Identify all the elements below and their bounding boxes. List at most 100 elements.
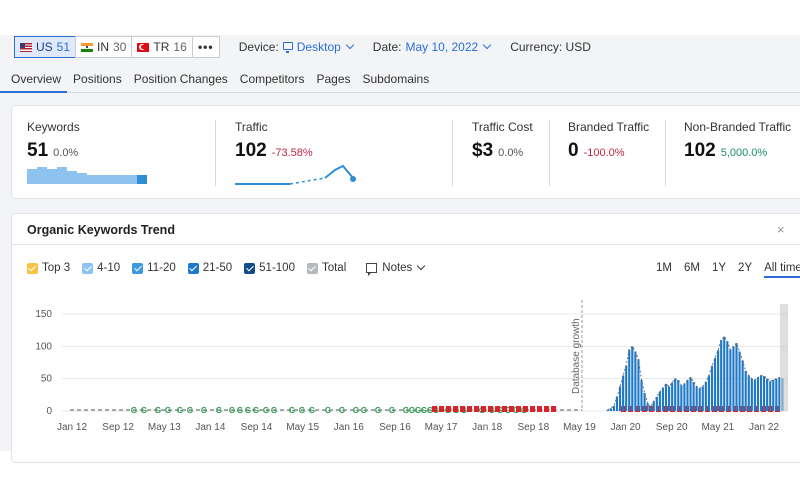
chart-bar <box>744 370 747 411</box>
chart-bar <box>778 377 781 411</box>
chart-bar <box>661 387 665 411</box>
chart-legend: Top 3 4-10 11-20 21-50 51-100 Total <box>27 261 426 276</box>
tab-positions[interactable]: Positions <box>73 72 122 86</box>
legend-top-3[interactable]: Top 3 <box>27 262 70 274</box>
device-selector[interactable]: Device: Desktop <box>239 40 355 54</box>
checkbox-icon <box>27 262 38 274</box>
database-tab-in[interactable]: IN 30 <box>75 36 133 58</box>
turkey-flag-icon <box>137 42 150 52</box>
tab-competitors[interactable]: Competitors <box>239 72 305 86</box>
traffic-sparkline <box>235 164 356 185</box>
update-marker <box>628 406 633 412</box>
sparkline-bar <box>127 174 137 184</box>
date-selector[interactable]: Date: May 10, 2022 <box>373 40 492 54</box>
chart-bar <box>631 346 634 411</box>
chart-bar <box>713 357 717 411</box>
legend-label: Total <box>321 262 347 274</box>
legend-4-10[interactable]: 4-10 <box>82 262 120 274</box>
update-marker <box>544 406 549 412</box>
chart-bar <box>655 396 658 411</box>
chart-bar <box>775 378 778 411</box>
india-flag-icon <box>81 42 94 52</box>
close-icon[interactable]: × <box>777 222 785 237</box>
range-1m[interactable]: 1M <box>656 262 672 274</box>
x-tick-label: Sep 16 <box>379 422 411 433</box>
update-marker <box>656 406 661 412</box>
x-tick-label: Jan 20 <box>611 422 641 433</box>
legend-21-50[interactable]: 21-50 <box>187 262 232 274</box>
kpi-traffic-cost[interactable]: Traffic Cost $3 0.0% <box>472 120 533 162</box>
update-marker <box>453 406 458 412</box>
update-marker <box>474 406 479 412</box>
x-tick-label: Jan 22 <box>749 422 779 433</box>
database-code: IN <box>97 40 110 54</box>
chart-bar <box>726 341 729 411</box>
chart-bar <box>710 365 714 411</box>
chart-bar <box>704 381 707 411</box>
legend-label: 4-10 <box>97 262 121 274</box>
chart-bar <box>683 383 686 411</box>
update-marker <box>677 406 682 412</box>
legend-total[interactable]: Total <box>306 262 347 274</box>
kpi-branded-traffic[interactable]: Branded Traffic 0 -100.0% <box>568 120 649 162</box>
tab-overview[interactable]: Overview <box>0 70 68 93</box>
range-1y[interactable]: 1Y <box>711 262 727 274</box>
update-marker <box>509 406 514 412</box>
chart-bar <box>769 381 772 411</box>
chart-bar <box>625 365 628 411</box>
google-update-marker: G <box>389 406 395 415</box>
x-tick-label: May 13 <box>148 422 181 433</box>
google-update-marker: G <box>216 406 222 415</box>
chart-bar <box>717 350 720 411</box>
kpi-non-branded-traffic[interactable]: Non-Branded Traffic 102 5,000.0% <box>684 120 791 162</box>
database-code: TR <box>153 40 170 54</box>
google-update-marker: G <box>505 406 511 415</box>
chart-bar <box>759 375 763 411</box>
chart-bar <box>735 343 738 411</box>
update-marker <box>754 406 759 412</box>
kpi-label: Non-Branded Traffic <box>684 120 792 134</box>
range-all-time[interactable]: All time <box>764 262 800 278</box>
checkbox-icon <box>187 262 199 274</box>
update-marker <box>481 406 486 412</box>
currency-label: Currency: USD <box>510 40 591 54</box>
more-databases-button[interactable]: ••• <box>191 36 220 58</box>
chart-bar <box>766 378 769 411</box>
update-marker <box>530 406 535 412</box>
kpi-change: 5,000.0% <box>720 147 768 159</box>
chart-bar <box>609 408 612 411</box>
sparkline-bar <box>97 174 107 184</box>
database-tab-tr[interactable]: TR 16 <box>131 36 193 58</box>
divider <box>549 120 550 186</box>
kpi-traffic[interactable]: Traffic 102 -73.58% <box>235 120 313 162</box>
kpi-keywords[interactable]: Keywords 51 0.0% <box>27 120 80 162</box>
kpi-value: $3 <box>472 140 494 161</box>
y-tick-label: 0 <box>46 406 52 417</box>
sparkline-bar <box>57 167 67 184</box>
kpi-value: 0 <box>568 140 579 161</box>
chart-bar <box>753 379 756 411</box>
database-tab-us[interactable]: US 51 <box>14 36 77 58</box>
tab-subdomains[interactable]: Subdomains <box>362 72 430 86</box>
chart-bar <box>637 359 640 411</box>
sparkline-bar <box>107 174 117 184</box>
google-update-marker: G <box>421 406 427 415</box>
chart-bar <box>643 392 646 411</box>
range-6m[interactable]: 6M <box>683 262 700 274</box>
chart-bar <box>649 407 652 411</box>
chart-bar <box>658 391 661 411</box>
legend-51-100[interactable]: 51-100 <box>244 262 295 274</box>
range-2y[interactable]: 2Y <box>738 262 753 274</box>
google-update-marker: G <box>427 406 433 415</box>
chart-bar <box>677 379 680 411</box>
google-update-marker: G <box>263 406 269 415</box>
kpi-value: 102 <box>684 140 716 161</box>
google-update-marker: G <box>409 406 415 415</box>
tab-position-changes[interactable]: Position Changes <box>133 72 228 86</box>
google-update-marker: G <box>177 406 183 415</box>
chart-bar <box>689 377 692 411</box>
tab-pages[interactable]: Pages <box>316 72 351 86</box>
legend-11-20[interactable]: 11-20 <box>132 262 176 274</box>
notes-dropdown[interactable]: Notes <box>366 261 426 276</box>
google-update-marker: G <box>325 406 331 415</box>
